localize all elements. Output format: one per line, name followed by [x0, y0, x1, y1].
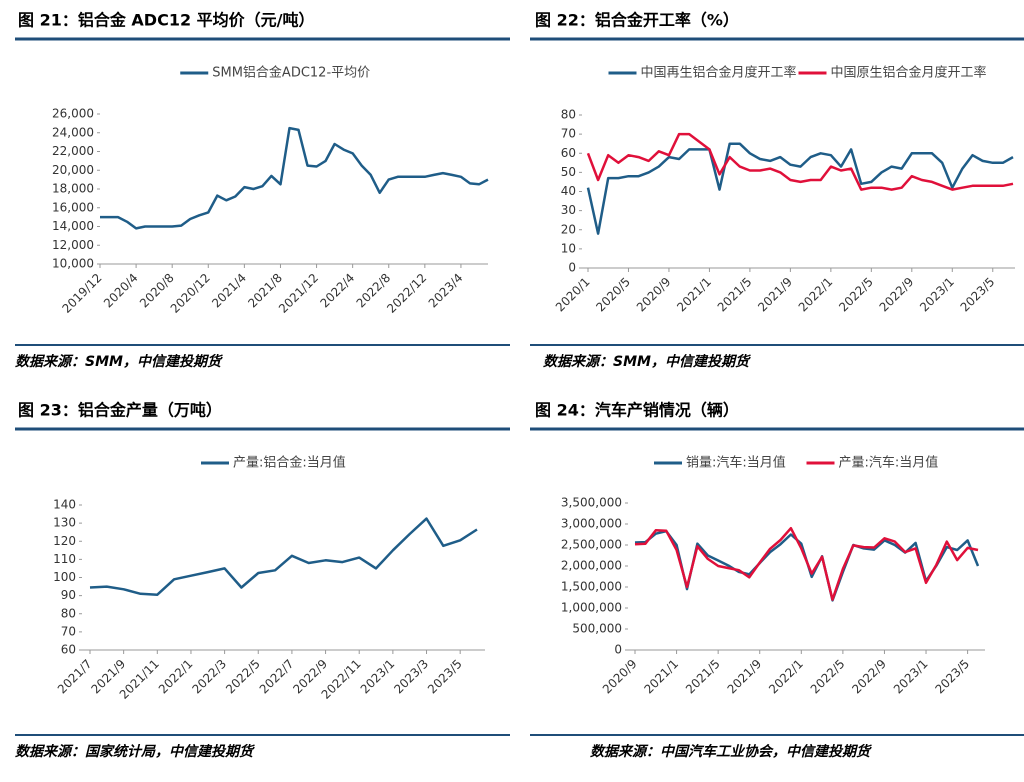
y-tick-label: 140 [53, 498, 76, 512]
figure-source: 数据来源：中国汽车工业协会，中信建投期货 [590, 743, 872, 760]
x-tick-label: 2020/4 [101, 271, 141, 311]
x-tick-label: 2022/4 [317, 271, 357, 311]
figure-source: 数据来源：国家统计局，中信建投期货 [15, 743, 255, 760]
x-tick-label: 2023/1 [917, 275, 957, 315]
y-tick-label: 0 [568, 261, 576, 275]
series-line [634, 526, 979, 601]
y-tick-label: 30 [561, 203, 576, 217]
x-tick-label: 2022/9 [849, 657, 889, 697]
y-tick-label: 120 [53, 534, 76, 548]
x-tick-label: 2023/1 [358, 657, 398, 697]
y-tick-label: 50 [561, 165, 576, 179]
x-tick-label: 2023/5 [958, 275, 998, 315]
figure-title: 图 23：铝合金产量（万吨） [18, 401, 222, 420]
x-tick-label: 2021/5 [683, 657, 723, 697]
y-tick-label: 100 [53, 570, 76, 584]
legend-label: 销量:汽车:当月值 [686, 455, 786, 471]
x-tick-label: 2023/5 [932, 657, 972, 697]
x-tick-label: 2020/12 [168, 271, 213, 316]
y-tick-label: 3,500,000 [561, 496, 622, 510]
figure-source: 数据来源：SMM，中信建投期货 [543, 353, 751, 370]
y-tick-label: 90 [61, 588, 76, 602]
x-tick-label: 2022/5 [836, 275, 876, 315]
series-line [586, 142, 1014, 235]
y-tick-label: 40 [561, 184, 576, 198]
y-tick-label: 22,000 [52, 144, 94, 158]
y-tick-label: 18,000 [52, 182, 94, 196]
y-tick-label: 80 [61, 606, 76, 620]
y-tick-label: 1,000,000 [561, 601, 622, 615]
y-tick-label: 2,500,000 [561, 538, 622, 552]
y-tick-label: 24,000 [52, 125, 94, 139]
x-tick-label: 2020/9 [634, 275, 674, 315]
y-tick-label: 0 [614, 643, 622, 657]
figure-source: 数据来源：SMM，中信建投期货 [15, 353, 223, 370]
x-tick-label: 2022/1 [796, 275, 836, 315]
y-tick-label: 70 [61, 624, 76, 638]
figure-title: 图 24：汽车产销情况（辆） [535, 401, 739, 420]
x-tick-label: 2021/5 [715, 275, 755, 315]
y-tick-label: 1,500,000 [561, 580, 622, 594]
legend-label: SMM铝合金ADC12-平均价 [212, 65, 370, 81]
x-tick-label: 2023/5 [425, 657, 465, 697]
x-tick-label: 2021/9 [755, 275, 795, 315]
y-tick-label: 130 [53, 516, 76, 530]
y-tick-label: 20,000 [52, 163, 94, 177]
x-tick-label: 2022/7 [257, 657, 297, 697]
series-line [100, 126, 489, 230]
y-tick-label: 110 [53, 552, 76, 566]
y-tick-label: 10 [561, 241, 576, 255]
figure-title: 图 21：铝合金 ADC12 平均价（元/吨） [18, 11, 315, 30]
y-tick-label: 12,000 [52, 238, 94, 252]
y-tick-label: 10,000 [52, 257, 94, 271]
legend-label: 中国再生铝合金月度开工率 [641, 65, 797, 81]
x-tick-label: 2022/5 [808, 657, 848, 697]
x-tick-label: 2020/1 [553, 275, 593, 315]
figure-title: 图 22：铝合金开工率（%） [535, 11, 739, 30]
x-tick-label: 2022/1 [156, 657, 196, 697]
y-tick-label: 14,000 [52, 219, 94, 233]
x-tick-label: 2021/4 [209, 271, 249, 311]
y-tick-label: 2,000,000 [561, 559, 622, 573]
series-line [586, 132, 1014, 191]
x-tick-label: 2022/1 [766, 657, 806, 697]
x-tick-label: 2022/12 [384, 271, 429, 316]
x-tick-label: 2023/1 [891, 657, 931, 697]
legend-label: 产量:铝合金:当月值 [233, 455, 346, 471]
x-tick-label: 2021/12 [276, 271, 321, 316]
x-tick-label: 2022/3 [189, 657, 229, 697]
x-tick-label: 2021/1 [641, 657, 681, 697]
series-line [634, 529, 980, 602]
y-tick-label: 60 [61, 643, 76, 657]
x-tick-label: 2021/9 [725, 657, 765, 697]
series-line [89, 517, 478, 596]
y-tick-label: 20 [561, 222, 576, 236]
x-tick-label: 2021/7 [55, 657, 95, 697]
y-tick-label: 80 [561, 108, 576, 122]
y-tick-label: 60 [561, 146, 576, 160]
x-tick-label: 2019/12 [59, 271, 104, 316]
x-tick-label: 2022/5 [223, 657, 263, 697]
y-tick-label: 3,000,000 [561, 517, 622, 531]
x-tick-label: 2020/5 [593, 275, 633, 315]
legend-label: 中国原生铝合金月度开工率 [831, 65, 987, 81]
y-tick-label: 500,000 [572, 622, 622, 636]
x-tick-label: 2020/9 [600, 657, 640, 697]
y-tick-label: 26,000 [52, 107, 94, 121]
y-tick-label: 16,000 [52, 200, 94, 214]
legend-label: 产量:汽车:当月值 [839, 455, 939, 471]
y-tick-label: 70 [561, 127, 576, 141]
x-tick-label: 2023/3 [391, 657, 431, 697]
x-tick-label: 2021/1 [674, 275, 714, 315]
x-tick-label: 2022/9 [877, 275, 917, 315]
x-tick-label: 2023/4 [426, 271, 466, 311]
